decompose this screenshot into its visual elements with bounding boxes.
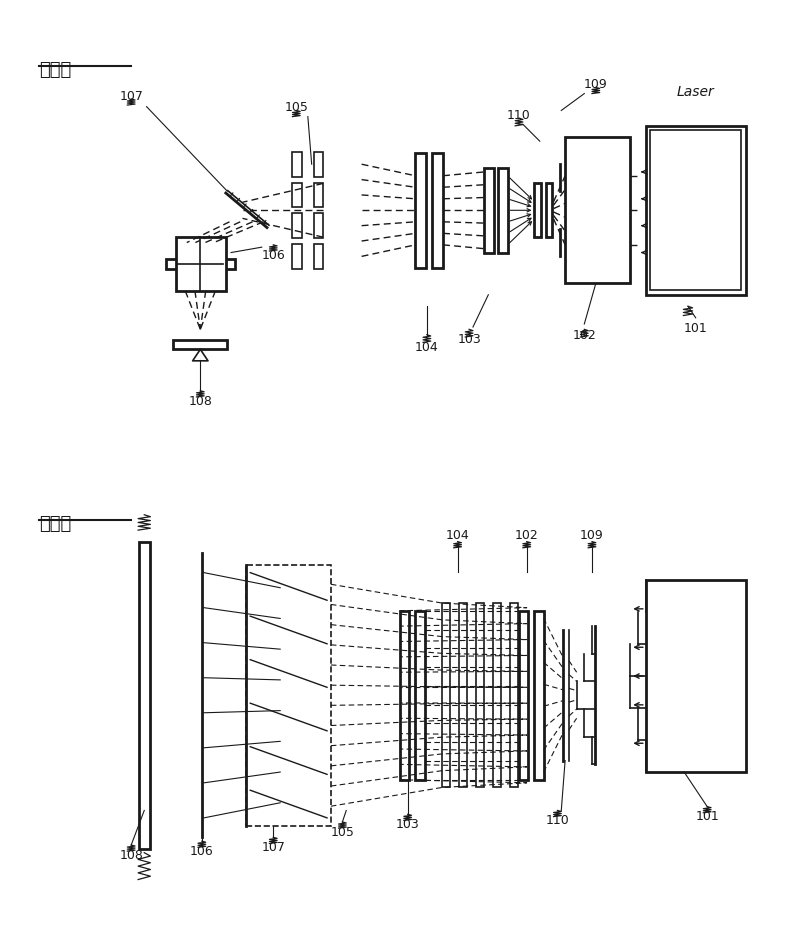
Text: 顶视图: 顶视图 xyxy=(39,514,71,533)
Bar xyxy=(519,611,528,780)
Bar xyxy=(534,184,541,237)
Bar xyxy=(139,541,150,849)
Bar xyxy=(476,603,484,787)
Text: 103: 103 xyxy=(396,819,419,832)
Text: 109: 109 xyxy=(584,78,608,91)
Bar xyxy=(246,565,331,826)
Bar xyxy=(510,603,518,787)
Bar xyxy=(166,260,235,269)
Bar xyxy=(314,183,323,208)
Text: 107: 107 xyxy=(119,90,143,103)
Bar xyxy=(400,611,410,780)
Bar xyxy=(314,213,323,238)
Bar xyxy=(534,611,544,780)
Bar xyxy=(565,137,630,284)
Bar xyxy=(293,244,302,269)
Text: 108: 108 xyxy=(119,849,143,862)
Text: 106: 106 xyxy=(190,845,214,858)
Bar xyxy=(415,611,425,780)
Bar xyxy=(293,152,302,176)
Text: 101: 101 xyxy=(695,810,719,823)
Bar xyxy=(546,184,552,237)
Text: 108: 108 xyxy=(188,395,212,408)
Text: 105: 105 xyxy=(330,826,354,839)
Text: 102: 102 xyxy=(573,329,596,342)
Text: 104: 104 xyxy=(415,341,438,354)
Bar xyxy=(176,237,226,291)
Bar xyxy=(174,340,227,349)
Bar xyxy=(314,244,323,269)
Bar xyxy=(646,126,746,295)
Text: 110: 110 xyxy=(546,814,570,827)
Text: 110: 110 xyxy=(507,109,531,122)
Bar xyxy=(485,168,494,252)
Bar xyxy=(415,153,426,268)
Bar xyxy=(293,213,302,238)
Bar xyxy=(432,153,443,268)
Bar xyxy=(498,168,507,252)
Text: 侧视图: 侧视图 xyxy=(39,60,71,79)
Text: 109: 109 xyxy=(580,528,604,541)
Text: 103: 103 xyxy=(458,333,481,346)
Bar xyxy=(493,603,501,787)
Bar xyxy=(650,131,741,290)
Text: Laser: Laser xyxy=(677,85,714,99)
Text: 105: 105 xyxy=(284,101,308,114)
Text: 104: 104 xyxy=(446,528,470,541)
Text: 101: 101 xyxy=(684,322,707,335)
Bar xyxy=(293,183,302,208)
Text: 107: 107 xyxy=(262,841,286,854)
Bar xyxy=(646,580,746,772)
Bar xyxy=(314,152,323,176)
Bar xyxy=(459,603,467,787)
Text: 102: 102 xyxy=(515,528,538,541)
Text: 106: 106 xyxy=(262,248,285,261)
Bar xyxy=(442,603,450,787)
